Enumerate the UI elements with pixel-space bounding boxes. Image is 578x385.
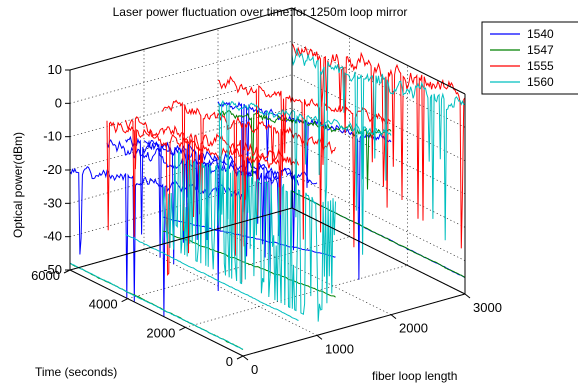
series-line-1555 xyxy=(106,120,281,277)
y-tick-label: 0 xyxy=(226,354,233,369)
series-line-1560 xyxy=(69,262,244,350)
grid-line xyxy=(291,141,466,228)
z-tick-label: -10 xyxy=(43,129,62,144)
axis-box-edge xyxy=(242,293,466,357)
legend-entry-1540: 1540 xyxy=(527,27,554,41)
legend-entry-1555: 1555 xyxy=(527,59,554,73)
axes-layer: 10 0 -10 -20 -30 -40 -50 0 2000 4000 6000 0 1000 2000… xyxy=(31,7,502,377)
x-tick-mark xyxy=(316,334,323,340)
legend: 1540 1547 1555 1560 xyxy=(481,21,578,95)
axis-box-edge xyxy=(69,207,293,271)
z-tick-label: -40 xyxy=(43,229,62,244)
series-line-1560 xyxy=(162,150,336,322)
axis-box-edge xyxy=(291,7,466,95)
series-line-1555 xyxy=(125,116,299,283)
series-line-1540 xyxy=(69,166,244,317)
y-axis-label: Time (seconds) xyxy=(35,365,117,379)
z-tick-label: -20 xyxy=(43,162,62,177)
x-tick-label: 3000 xyxy=(473,300,502,315)
series-line-1540 xyxy=(143,139,318,265)
grid-line xyxy=(143,249,318,336)
y-tick-label: 6000 xyxy=(31,268,60,283)
series-line-1560 xyxy=(217,99,392,255)
series-line-1540 xyxy=(125,135,299,277)
data-layer xyxy=(69,43,466,351)
y-tick-label: 4000 xyxy=(89,297,118,312)
series-line-1547 xyxy=(162,230,336,298)
grid-line xyxy=(127,236,350,299)
x-tick-label: 1000 xyxy=(325,341,354,356)
grid-line xyxy=(185,265,408,328)
series-line-1560 xyxy=(291,48,466,241)
y-tick-mark xyxy=(179,326,186,331)
z-tick-label: 10 xyxy=(48,62,62,77)
legend-entry-1560: 1560 xyxy=(527,75,554,89)
x-tick-mark xyxy=(242,355,249,361)
axis-box-edge xyxy=(291,207,466,295)
z-axis-label: Optical power(dBm) xyxy=(11,132,25,238)
z-tick-label: 0 xyxy=(55,95,62,110)
y-tick-mark xyxy=(63,269,71,274)
series-line-1540 xyxy=(162,216,336,258)
x-tick-mark xyxy=(464,293,471,299)
y-tick-mark xyxy=(236,355,244,360)
axis-box-edge xyxy=(69,269,244,357)
z-tick-label: -30 xyxy=(43,195,62,210)
series-line-1560 xyxy=(125,234,299,321)
grid-line xyxy=(69,41,293,104)
x-tick-mark xyxy=(390,314,397,320)
x-tick-label: 2000 xyxy=(399,321,428,336)
grid-line xyxy=(69,174,293,237)
grid-line xyxy=(291,174,466,261)
axis-box-edge xyxy=(69,7,293,71)
x-axis-label: fiber loop length xyxy=(372,369,457,383)
y-tick-mark xyxy=(121,298,128,303)
chart-title: Laser power fluctuation over time:for 12… xyxy=(113,5,408,19)
z-tick-label: -50 xyxy=(43,262,62,277)
x-tick-label: 0 xyxy=(251,362,258,377)
legend-entry-1547: 1547 xyxy=(527,43,554,57)
grid-line xyxy=(69,141,293,204)
y-tick-label: 2000 xyxy=(146,325,175,340)
series-line-1555 xyxy=(217,75,392,248)
